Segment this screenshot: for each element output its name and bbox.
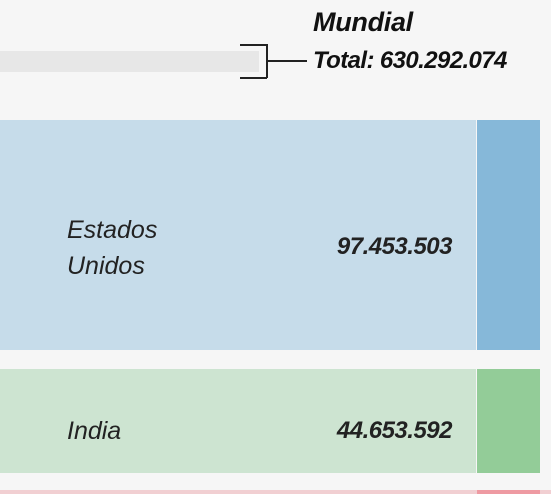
chart-header: Mundial Total: 630.292.074 bbox=[0, 0, 551, 116]
bar-india-main bbox=[0, 369, 476, 473]
row-gap bbox=[540, 369, 551, 473]
bar-row-united-states: Estados Unidos 97.453.503 bbox=[0, 120, 551, 350]
bar-united-states-main bbox=[0, 120, 476, 350]
row-gap bbox=[540, 120, 551, 350]
data-label-india: 44.653.592 bbox=[336, 417, 453, 444]
data-label-united-states: 97.453.503 bbox=[336, 233, 453, 260]
bar-label-india: India bbox=[67, 417, 122, 445]
bar-label-united-states: Estados Unidos bbox=[67, 216, 158, 280]
bracket-top-line bbox=[240, 44, 267, 46]
bracket-bottom-line bbox=[240, 77, 267, 79]
bar-united-states-accent bbox=[477, 120, 540, 350]
world-label: Mundial bbox=[313, 7, 413, 37]
bracket-connector-line bbox=[267, 60, 307, 62]
next-bar-main bbox=[0, 490, 551, 494]
world-total-bar bbox=[0, 51, 259, 72]
next-bar-accent bbox=[477, 490, 540, 494]
bar-row-india: India 44.653.592 bbox=[0, 369, 551, 473]
world-total-value: Total: 630.292.074 bbox=[313, 47, 507, 74]
bar-india-accent bbox=[477, 369, 540, 473]
